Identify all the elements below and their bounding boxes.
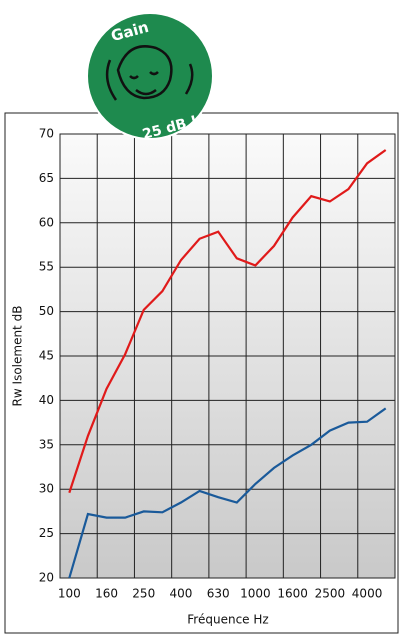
y-tick-label: 70 (39, 127, 54, 141)
x-tick-label: 1600 (277, 587, 308, 601)
y-tick-label: 45 (39, 349, 54, 363)
x-tick-label: 100 (58, 587, 81, 601)
x-tick-label: 160 (95, 587, 118, 601)
y-axis-label: Rw Isolement dB (11, 306, 25, 407)
y-tick-label: 35 (39, 437, 54, 451)
x-tick-label: 250 (132, 587, 155, 601)
y-tick-label: 50 (39, 304, 54, 318)
x-axis-label: Fréquence Hz (187, 613, 268, 627)
y-tick-label: 30 (39, 482, 54, 496)
x-tick-label: 1000 (240, 587, 271, 601)
x-tick-label: 400 (170, 587, 193, 601)
y-tick-label: 20 (39, 571, 54, 585)
x-tick-label: 4000 (352, 587, 383, 601)
y-tick-label: 25 (39, 526, 54, 540)
y-tick-label: 55 (39, 260, 54, 274)
x-tick-label: 2500 (315, 587, 346, 601)
y-tick-label: 60 (39, 215, 54, 229)
chart: 20 25 30 35 40 45 50 55 60 65 70 100 160 250 400 630 100… (0, 0, 404, 640)
y-tick-label: 65 (39, 171, 54, 185)
x-tick-label: 630 (207, 587, 230, 601)
y-tick-label: 40 (39, 393, 54, 407)
